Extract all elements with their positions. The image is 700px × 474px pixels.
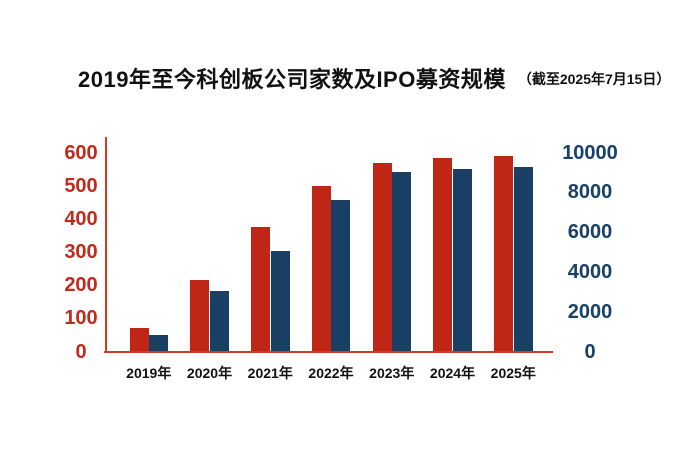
bar-companies-2021 (251, 226, 270, 352)
bar-ipo-2023 (392, 171, 411, 352)
bar-companies-2020 (190, 280, 210, 352)
left-axis-tick-200: 200 (64, 274, 98, 297)
chart-title: 2019年至今科创板公司家数及IPO募资规模 (78, 67, 506, 92)
x-axis-label-2023: 2023年 (369, 365, 415, 381)
left-axis-tick-300: 300 (64, 241, 98, 264)
bar-ipo-2022 (331, 200, 351, 352)
bar-companies-2024 (433, 158, 453, 352)
x-axis-label-2020: 2020年 (186, 365, 233, 381)
bar-companies-2023 (372, 162, 392, 352)
bar-ipo-2020 (209, 290, 229, 352)
right-axis-tick-4000: 4000 (567, 260, 613, 283)
left-axis-tick-100: 100 (64, 307, 98, 330)
left-axis-tick-500: 500 (64, 174, 98, 197)
x-axis-line (104, 351, 553, 353)
left-axis-tick-0: 0 (75, 340, 87, 363)
bar-ipo-2019 (149, 335, 168, 352)
bar-ipo-2024 (452, 168, 472, 352)
bar-ipo-2021 (270, 250, 290, 352)
x-axis-label-2022: 2022年 (308, 365, 354, 381)
left-axis-tick-600: 600 (64, 141, 98, 164)
bar-ipo-2025 (513, 167, 533, 352)
bar-companies-2025 (494, 156, 513, 352)
right-axis-tick-6000: 6000 (567, 221, 613, 244)
bar-companies-2019 (129, 328, 149, 352)
right-axis-tick-0: 0 (584, 340, 596, 363)
chart-header: 2019年至今科创板公司家数及IPO募资规模 （截至2025年7月15日） (78, 62, 678, 94)
y-axis-line (105, 137, 107, 353)
right-axis-tick-10000: 10000 (562, 141, 618, 164)
x-axis-label-2021: 2021年 (247, 365, 293, 381)
x-axis-label-2025: 2025年 (490, 365, 536, 381)
right-axis-tick-2000: 2000 (567, 300, 613, 323)
x-axis-label-2024: 2024年 (429, 365, 476, 381)
right-axis-tick-8000: 8000 (567, 181, 613, 204)
x-axis-label-2019: 2019年 (126, 365, 172, 381)
bar-companies-2022 (311, 185, 331, 352)
left-axis-tick-400: 400 (64, 207, 98, 230)
chart-subtitle: （截至2025年7月15日） (517, 71, 671, 87)
